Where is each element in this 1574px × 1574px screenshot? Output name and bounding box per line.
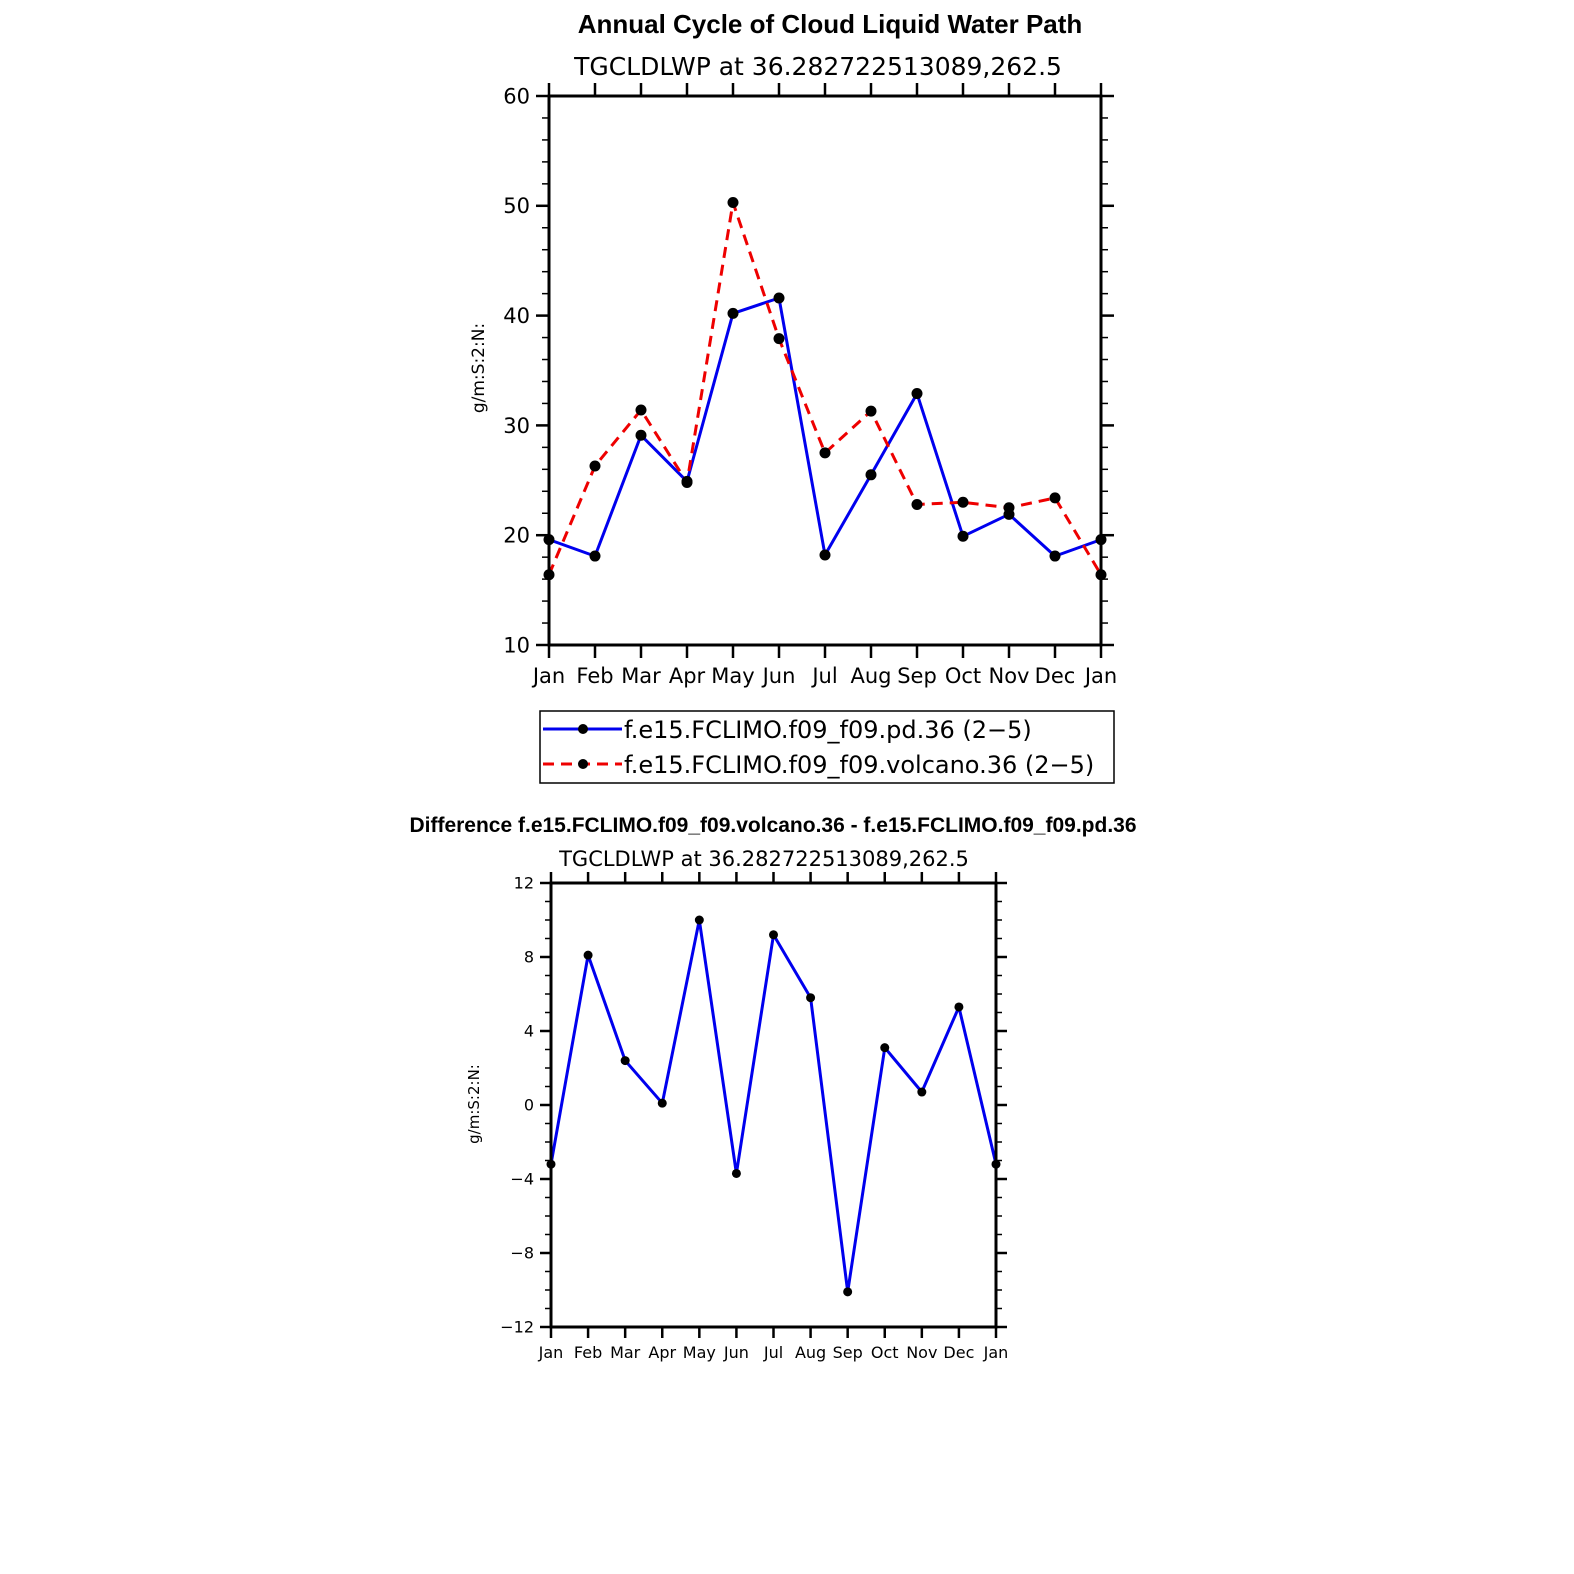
- x-tick-label: Jan: [1083, 664, 1117, 688]
- data-point: [911, 498, 923, 510]
- x-tick-label: Feb: [574, 1343, 602, 1362]
- legend-box: [539, 710, 1115, 784]
- diff-series-lines: [546, 915, 1001, 1297]
- tick-marks: [536, 83, 1114, 658]
- data-point: [681, 476, 693, 488]
- series-line-0: [548, 296, 1102, 558]
- data-point: [589, 460, 601, 472]
- y-tick-label: 20: [503, 524, 530, 548]
- legend-entry-volcano: f.e15.FCLIMO.f09_f09.volcano.36 (2−5): [624, 751, 1094, 779]
- x-tick-label: Mar: [621, 664, 661, 688]
- data-point: [727, 307, 739, 319]
- chart-subtitle: TGCLDLWP at 36.282722513089,262.5: [573, 52, 1062, 81]
- data-point: [731, 1168, 741, 1178]
- diff-y-tick-labels: −12 −8 −4 0 4 8 12: [500, 874, 534, 1337]
- x-tick-label: Sep: [833, 1343, 863, 1362]
- legend-marker-volcano: [578, 759, 588, 769]
- data-point: [819, 549, 831, 561]
- data-point: [957, 496, 969, 508]
- x-tick-label: Jun: [761, 664, 796, 688]
- plot-frame: [547, 94, 1103, 647]
- x-tick-label: Aug: [795, 1343, 826, 1362]
- diff-chart-subtitle: TGCLDLWP at 36.282722513089,262.5: [558, 847, 969, 871]
- x-tick-label: Sep: [897, 664, 937, 688]
- x-tick-label: Apr: [648, 1343, 676, 1362]
- data-point: [1049, 550, 1061, 562]
- data-point: [1049, 492, 1061, 504]
- legend-marker-pd: [578, 724, 588, 734]
- data-point: [917, 1087, 927, 1097]
- y-tick-label: −4: [510, 1170, 534, 1189]
- series-lines: [543, 197, 1107, 581]
- diff-plot-frame: [549, 881, 998, 1329]
- y-tick-labels: 10 20 30 40 50 60: [503, 84, 530, 657]
- data-point: [954, 1002, 964, 1012]
- data-point: [635, 404, 647, 416]
- x-tick-label: Aug: [850, 664, 891, 688]
- y-tick-label: 12: [514, 874, 534, 893]
- x-tick-label: Nov: [906, 1343, 937, 1362]
- x-tick-label: May: [711, 664, 754, 688]
- y-tick-label: −12: [500, 1318, 534, 1337]
- data-point: [727, 197, 739, 209]
- chart-title: Annual Cycle of Cloud Liquid Water Path: [578, 9, 1083, 39]
- data-point: [773, 292, 785, 304]
- x-tick-label: Oct: [945, 664, 981, 688]
- data-point: [589, 550, 601, 562]
- y-axis-label: g/m:S:2:N:: [469, 323, 489, 413]
- data-point: [583, 950, 593, 960]
- diff-x-tick-labels: Jan Feb Mar Apr May Jun Jul Aug Sep Oct Nov Dec Jan: [538, 1343, 1009, 1362]
- x-tick-label: Feb: [576, 664, 613, 688]
- y-tick-label: 0: [524, 1096, 534, 1115]
- x-tick-label: Dec: [1035, 664, 1076, 688]
- data-point: [865, 469, 877, 481]
- y-tick-label: 50: [503, 194, 530, 218]
- x-tick-label: Dec: [943, 1343, 974, 1362]
- x-tick-label: Jan: [538, 1343, 564, 1362]
- diff-chart-title: Difference f.e15.FCLIMO.f09_f09.volcano.…: [409, 814, 1136, 837]
- x-tick-label: Nov: [989, 664, 1030, 688]
- legend-entry-pd: f.e15.FCLIMO.f09_f09.pd.36 (2−5): [624, 716, 1032, 744]
- x-tick-label: Mar: [610, 1343, 641, 1362]
- x-tick-label: Jul: [763, 1343, 783, 1362]
- x-tick-label: Jun: [723, 1343, 749, 1362]
- series-line-0: [549, 918, 998, 1294]
- data-point: [1003, 502, 1015, 514]
- series-line-1: [547, 201, 1103, 576]
- diff-tick-marks: [540, 872, 1007, 1338]
- data-point: [911, 388, 923, 400]
- y-tick-label: 40: [503, 304, 530, 328]
- data-point: [769, 930, 778, 940]
- data-point: [957, 530, 969, 542]
- data-point: [865, 405, 877, 417]
- x-tick-label: Jul: [810, 664, 837, 688]
- x-tick-label: May: [683, 1343, 716, 1362]
- difference-chart: Difference f.e15.FCLIMO.f09_f09.volcano.…: [409, 814, 1136, 1362]
- data-point: [880, 1043, 890, 1053]
- y-tick-label: 4: [524, 1022, 534, 1041]
- y-tick-label: 30: [503, 414, 530, 438]
- data-point: [620, 1056, 630, 1066]
- x-tick-label: Jan: [983, 1343, 1009, 1362]
- y-tick-label: 60: [503, 84, 530, 108]
- data-point: [635, 429, 647, 441]
- diff-y-axis-label: g/m:S:2:N:: [465, 1064, 483, 1144]
- y-tick-label: −8: [510, 1244, 534, 1263]
- data-point: [806, 993, 816, 1003]
- data-point: [843, 1287, 853, 1297]
- data-point: [773, 333, 785, 345]
- y-tick-label: 10: [503, 633, 530, 657]
- annual-cycle-chart: Annual Cycle of Cloud Liquid Water Path …: [469, 9, 1117, 784]
- x-tick-label: Oct: [871, 1343, 899, 1362]
- data-point: [694, 915, 704, 925]
- x-tick-label: Jan: [531, 664, 565, 688]
- data-point: [657, 1098, 667, 1108]
- x-tick-label: Apr: [669, 664, 706, 688]
- y-tick-label: 8: [524, 948, 534, 967]
- data-point: [819, 447, 831, 459]
- legend: f.e15.FCLIMO.f09_f09.pd.36 (2−5) f.e15.F…: [539, 710, 1115, 784]
- x-tick-labels: Jan Feb Mar Apr May Jun Jul Aug Sep Oct Nov Dec Jan: [531, 664, 1117, 688]
